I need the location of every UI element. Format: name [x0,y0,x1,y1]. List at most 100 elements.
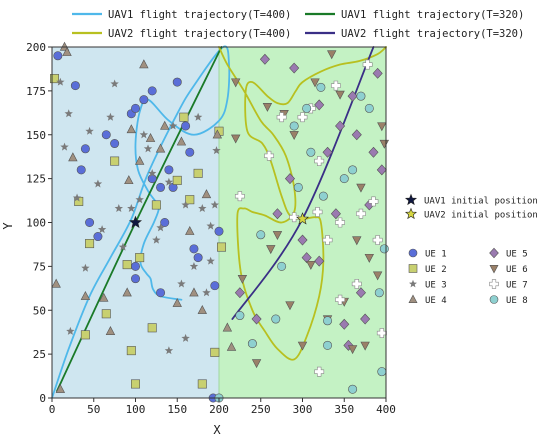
ue-point-ue-4 [105,326,116,335]
ue-point-ue-1 [110,139,120,149]
legend-marker-ue-4 [408,294,418,304]
ue-point-ue-1 [70,81,80,91]
ue-point-ue-8 [316,82,326,92]
ue-point-ue-1 [76,165,86,175]
legend-marker-ue-6 [489,264,499,274]
ue-point-ue-8 [302,103,312,113]
x-tick-label: 250 [251,403,271,416]
ue-point-ue-8 [348,165,358,175]
ue-point-ue-2 [217,242,227,252]
ue-point-ue-1 [53,51,63,61]
ue-point-ue-3 [81,263,90,272]
ue-point-ue-4 [99,292,109,302]
ue-point-ue-1 [193,253,203,263]
ue-point-ue-4 [51,278,61,288]
ue-point-ue-5 [234,287,245,299]
legend-label-ue-5: UE 5 [506,250,528,260]
ue-point-ue-8 [235,311,245,321]
initial-position-uav1-initial-position [129,215,142,229]
ue-point-ue-5 [347,90,358,102]
ue-point-ue-6 [285,301,295,311]
ue-point-ue-3 [202,288,211,297]
ue-point-ue-7 [234,191,245,202]
legend-marker-ue-2 [408,264,418,273]
ue-point-ue-5 [259,53,270,65]
ue-point-ue-4 [126,124,137,134]
legend-label-ue-8: UE 8 [506,296,528,306]
ue-point-ue-6 [352,236,362,246]
ue-point-ue-6 [360,341,370,351]
legend-marker-ue-7 [489,279,499,289]
ue-point-ue-1 [147,174,157,184]
axes: 0 50 100 150 200 250 300 350 400 0 25 50 75 100 125 150… [26,41,396,416]
x-tick-label: 350 [334,403,354,416]
y-tick-label: 100 [26,217,46,230]
ue-point-ue-8 [374,288,384,298]
ue-point-ue-2 [197,379,207,389]
ue-point-ue-4 [185,226,195,235]
ue-point-ue-4 [145,132,156,142]
legend-marker-ue-5 [489,247,499,259]
ue-point-ue-3 [148,168,157,177]
ue-point-ue-3 [93,179,103,188]
initial-position-layer [129,212,309,229]
y-tick-label: 50 [33,304,46,317]
ue-point-ue-1 [80,144,90,154]
x-tick-label: 100 [126,403,146,416]
ue-point-ue-4 [124,175,134,185]
ue-point-ue-2 [85,239,95,249]
ue-point-ue-7 [351,279,362,289]
ue-point-ue-6 [372,271,383,281]
ue-point-ue-1 [156,288,166,298]
ue-point-ue-7 [376,328,387,338]
ue-point-ue-3 [72,193,82,202]
ue-point-ue-4 [222,322,233,332]
x-axis-label: X [213,423,221,437]
ue-point-ue-1 [172,77,182,87]
ue-point-ue-4 [155,143,166,153]
ue-point-ue-2 [135,253,145,263]
ue-point-ue-3 [66,326,75,335]
ue-point-ue-4 [172,297,182,307]
ue-point-ue-2 [210,347,220,357]
ue-point-ue-4 [68,152,78,162]
ue-point-ue-3 [193,112,203,121]
ue-point-ue-4 [189,287,199,297]
ue-point-ue-6 [251,359,262,369]
ue-point-ue-4 [201,189,212,199]
ue-point-ue-3 [168,121,178,130]
x-tick-label: 0 [49,403,56,416]
x-tick-label: 150 [167,403,187,416]
legend-trajectories: UAV1 flight trajectory(T=400) UAV1 flight… [72,9,524,40]
ue-point-ue-1 [160,218,170,228]
ue-point-ue-7 [362,59,373,70]
ue-point-ue-4 [62,47,72,56]
y-tick-label: 200 [26,41,46,54]
ue-point-ue-5 [289,62,300,74]
ue-point-ue-5 [339,318,350,330]
ue-point-ue-6 [237,274,248,284]
ue-point-ue-6 [231,134,241,144]
ue-point-ue-2 [193,168,203,178]
ue-point-ue-3 [127,204,136,213]
ue-point-ue-8 [339,174,349,184]
ue-point-ue-7 [276,112,287,123]
legend-label-uav2-initial-position: UAV2 initial position [424,211,538,221]
ue-point-ue-2 [80,330,90,340]
ue-point-ue-5 [335,120,346,132]
legend-label-uav2-flight-trajectory-t-400: UAV2 flight trajectory(T=400) [108,28,291,40]
ue-point-ue-3 [181,333,190,342]
ue-point-ue-3 [85,126,94,135]
legend-label-ue-3: UE 3 [425,281,447,291]
ue-point-ue-3 [164,177,174,186]
legend-label-uav1-initial-position: UAV1 initial position [424,197,538,207]
ue-point-ue-6 [297,341,308,351]
ue-point-ue-8 [247,339,257,349]
ue-point-ue-1 [214,226,224,236]
ue-point-ue-1 [93,232,103,242]
legend-label-ue-1: UE 1 [425,250,447,260]
ue-point-ue-3 [212,146,221,155]
ue-point-ue-5 [314,255,325,267]
ue-point-ue-5 [314,99,325,111]
legend-marker-uav1-initial-position [404,193,418,206]
